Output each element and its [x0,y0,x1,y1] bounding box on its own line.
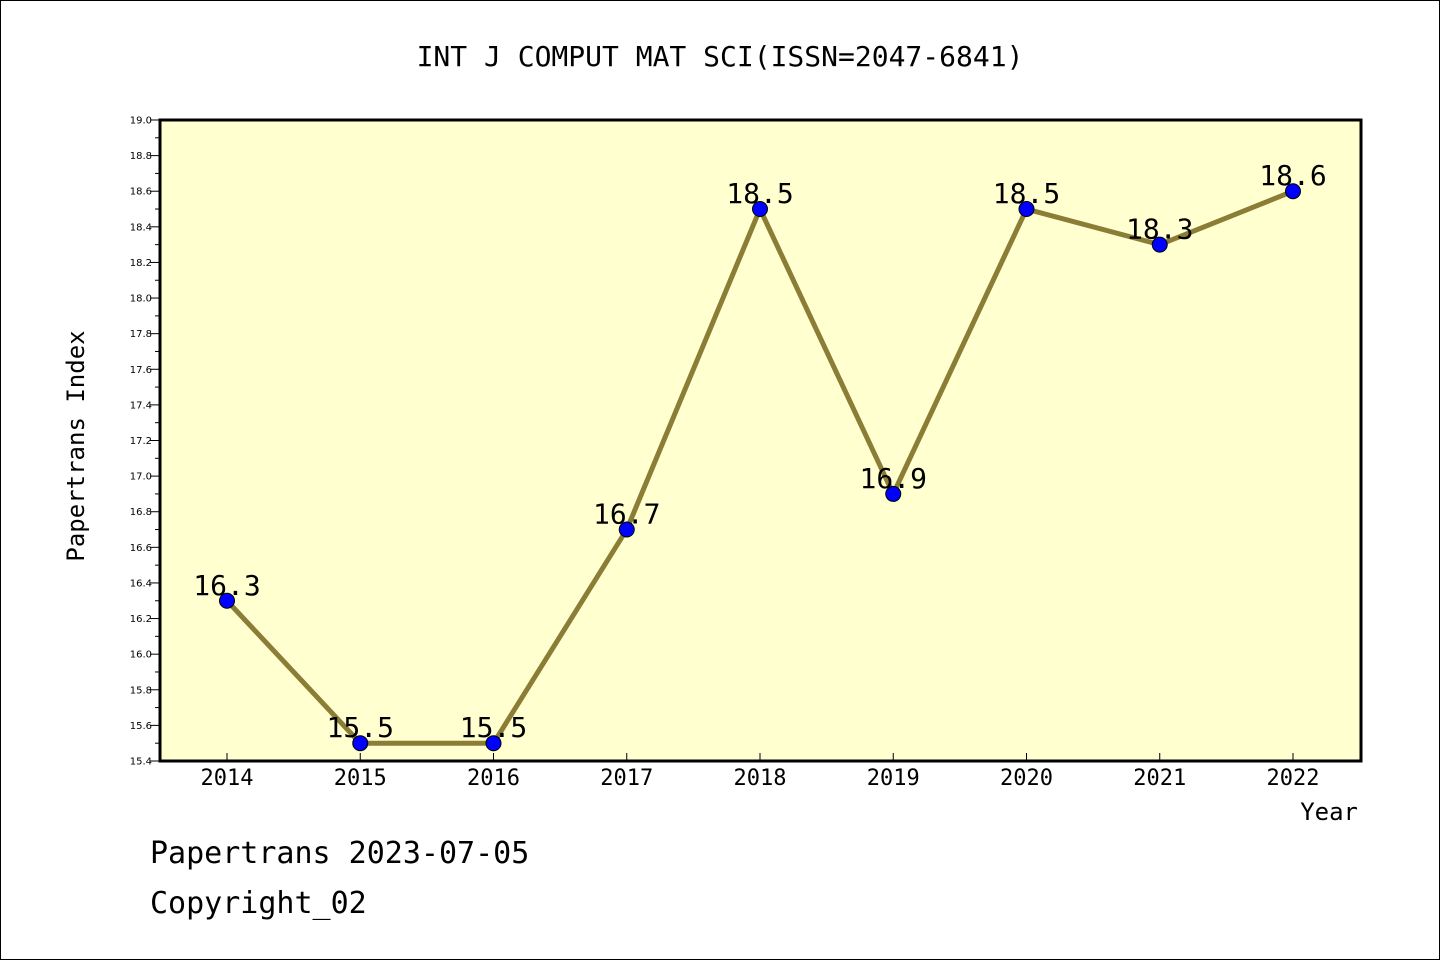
y-tick-label: 18.0 [130,294,152,305]
y-tick-label: 16.8 [130,507,152,518]
data-point [1151,236,1168,253]
footer-date: Papertrans 2023-07-05 [150,836,530,871]
y-tick-label: 15.8 [130,685,152,696]
y-tick-label: 17.2 [130,436,152,447]
y-tick-label: 18.2 [130,258,152,269]
chart-title: INT J COMPUT MAT SCI(ISSN=2047-6841) [417,40,1024,73]
y-axis-label: Papertrans Index [62,330,90,561]
y-tick-label: 16.2 [130,614,152,625]
y-tick-label: 18.8 [130,151,152,162]
y-tick-label: 17.0 [130,472,152,483]
y-tick-label: 19.0 [130,116,152,127]
y-tick-label: 17.4 [130,400,152,411]
data-point [885,485,902,502]
footer-copyright: Copyright_02 [150,886,367,921]
y-tick-label: 16.4 [130,578,152,589]
y-tick-label: 16.6 [130,543,152,554]
x-tick-label: 2014 [201,766,254,791]
x-tick-label: 2018 [734,766,787,791]
x-axis-ticks: 2014 2015 2016 2017 2018 2019 2020 2021 2022 [201,753,1320,791]
y-tick-label: 18.4 [130,222,152,233]
series-layer: 16.315.5 15.516.718.516.918.518.318.6 [193,159,1327,752]
data-point [752,201,768,218]
data-point [618,521,635,538]
x-tick-label: 2017 [600,766,653,791]
data-point [219,592,235,609]
y-tick-label: 17.6 [130,365,152,376]
plot-area [158,118,1363,763]
x-tick-label: 2020 [1000,766,1053,791]
x-tick-label: 2022 [1267,766,1320,791]
y-tick-label: 15.4 [130,757,152,768]
x-tick-label: 2021 [1133,766,1186,791]
x-axis-label: Year [1300,798,1358,826]
data-point [485,735,502,752]
y-axis-ticks: 15.4 15.6 15.8 16.0 16.2 16.4 16.6 16.8 17.0 17.2… [130,116,160,768]
y-tick-label: 15.6 [130,721,152,732]
x-tick-label: 2015 [334,766,387,791]
data-point [1018,201,1035,218]
y-tick-label: 17.8 [130,329,152,340]
x-tick-label: 2016 [467,766,520,791]
x-tick-label: 2019 [867,766,920,791]
data-point [352,735,369,752]
data-point [1285,183,1301,200]
y-tick-label: 16.0 [130,650,152,661]
y-tick-label: 18.6 [130,187,152,198]
